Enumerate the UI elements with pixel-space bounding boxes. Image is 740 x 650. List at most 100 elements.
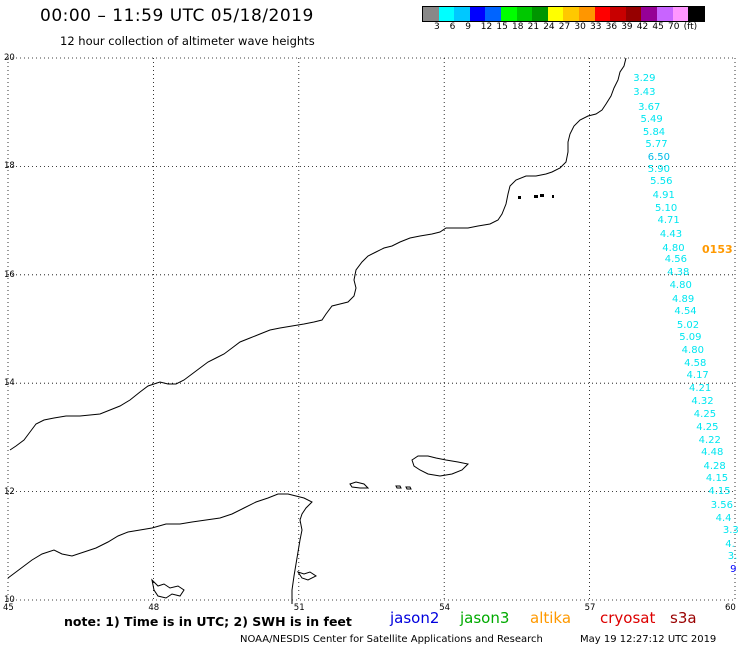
legend-label: 3 <box>434 22 440 32</box>
legend-swatch <box>578 7 595 21</box>
legend-swatch <box>672 7 689 21</box>
legend-swatch <box>423 7 439 21</box>
satellite-jason2: jason2 <box>390 609 440 627</box>
legend-swatch <box>485 7 501 21</box>
latitude-label: 10 <box>4 595 15 605</box>
wave-height-value: 5.90 <box>647 163 671 175</box>
wave-height-value: 4.15 <box>705 473 729 485</box>
wave-height-value: 4.71 <box>657 215 680 227</box>
legend-label: 42 <box>636 22 649 32</box>
satellite-jason3: jason3 <box>460 609 510 627</box>
wave-height-value: 3. <box>727 551 738 563</box>
wave-height-value: 4.15 <box>708 486 731 498</box>
legend-swatch <box>438 7 455 21</box>
legend-swatch <box>563 7 579 21</box>
wave-height-value: 3.3 <box>722 525 739 537</box>
legend-label: 36 <box>605 22 618 32</box>
wave-height-value: 4.32 <box>691 395 714 407</box>
legend-label: 12 <box>480 22 493 32</box>
wave-height-value: 6.50 <box>647 152 671 164</box>
satellite-s3a: s3a <box>670 609 697 627</box>
wave-height-value: 4.25 <box>693 408 717 420</box>
legend-swatch <box>625 7 642 21</box>
small-island-3 <box>405 486 412 490</box>
kuria-muria-islands <box>518 194 554 199</box>
legend-swatch <box>688 7 704 21</box>
latitude-label: 20 <box>4 53 15 63</box>
map-title: 00:00 – 11:59 UTC 05/18/2019 <box>40 6 314 26</box>
wave-height-value: 4.56 <box>664 254 687 266</box>
legend-label: 9 <box>465 22 471 32</box>
wave-height-value: 4.22 <box>698 435 721 447</box>
latitude-label: 14 <box>4 378 15 389</box>
wave-height-value: 4.17 <box>686 369 709 381</box>
arabian-coastline <box>7 57 627 604</box>
longitude-label: 48 <box>148 603 160 613</box>
legend-swatch <box>610 7 626 21</box>
wave-height-value: 4.28 <box>703 460 726 472</box>
wave-height-value: 4.89 <box>671 293 695 305</box>
wave-height-value: 4.4 <box>715 512 732 524</box>
latitude-label: 12 <box>4 486 15 497</box>
wave-height-value: 4.43 <box>659 228 683 240</box>
footnote: note: 1) Time is in UTC; 2) SWH is in fe… <box>64 614 352 629</box>
credit-organization: NOAA/NESDIS Center for Satellite Applica… <box>240 634 543 645</box>
legend-swatch <box>532 7 548 21</box>
longitude-label: 60 <box>725 603 736 613</box>
pass-time-label: 0153 <box>702 242 733 256</box>
wave-height-value: 4.80 <box>662 242 685 254</box>
small-island-1 <box>349 481 370 489</box>
wave-height-value: 4.58 <box>684 358 707 370</box>
wave-height-value: 4.54 <box>674 306 697 318</box>
wave-height-value: 5.02 <box>676 319 700 331</box>
main-coastline <box>9 57 627 451</box>
wave-height-value: 3.29 <box>633 72 656 84</box>
color-scale-legend <box>422 6 705 22</box>
legend-label: 24 <box>543 22 555 32</box>
graticule-grid <box>7 57 736 601</box>
longitude-label: 51 <box>293 603 305 613</box>
yemen-coast-shoal <box>151 578 185 599</box>
longitude-label: 45 <box>3 603 14 613</box>
legend-swatch <box>516 7 533 21</box>
wave-height-value: 4.80 <box>669 280 692 292</box>
wave-height-value: 4.91 <box>652 189 675 201</box>
legend-label: 30 <box>574 22 586 32</box>
latitude-label: 18 <box>4 161 15 172</box>
credit-timestamp: May 19 12:27:12 UTC 2019 <box>580 634 717 645</box>
latitude-label: 16 <box>4 269 15 280</box>
wave-height-value: 4.80 <box>681 344 704 356</box>
legend-label: 6 <box>449 22 456 32</box>
socotra-island <box>411 455 470 477</box>
wave-height-value: 4.38 <box>667 267 690 279</box>
legend-label: 33 <box>590 22 602 32</box>
legend-swatch <box>594 7 611 21</box>
wave-height-value: 5.77 <box>645 139 668 151</box>
wave-height-value: 3.56 <box>710 499 734 511</box>
legend-swatch <box>500 7 517 21</box>
legend-label: (ft) <box>683 22 698 32</box>
longitude-label: 57 <box>584 603 596 613</box>
legend-label: 27 <box>558 22 571 32</box>
wave-height-value: 5.49 <box>640 113 663 125</box>
somalia-coastline <box>7 493 313 604</box>
legend-label: 70 <box>668 22 680 32</box>
satellite-altika: altika <box>530 609 572 627</box>
small-island-2 <box>395 485 402 489</box>
wave-height-value: 4.48 <box>701 447 724 459</box>
wave-height-value: 4. <box>725 538 735 550</box>
legend-label: 15 <box>496 22 508 32</box>
wave-height-value: 4.25 <box>696 421 719 433</box>
legend-swatch <box>469 7 486 21</box>
legend-swatch <box>656 7 673 21</box>
cape-spit <box>296 571 317 581</box>
legend-swatch <box>641 7 657 21</box>
longitude-label: 54 <box>439 603 451 613</box>
wave-height-value: 3.67 <box>638 101 661 113</box>
wave-height-value: 5.10 <box>655 202 678 214</box>
legend-label: 21 <box>527 22 540 32</box>
wave-height-value: 4.21 <box>688 383 712 395</box>
legend-label: 18 <box>512 22 524 32</box>
